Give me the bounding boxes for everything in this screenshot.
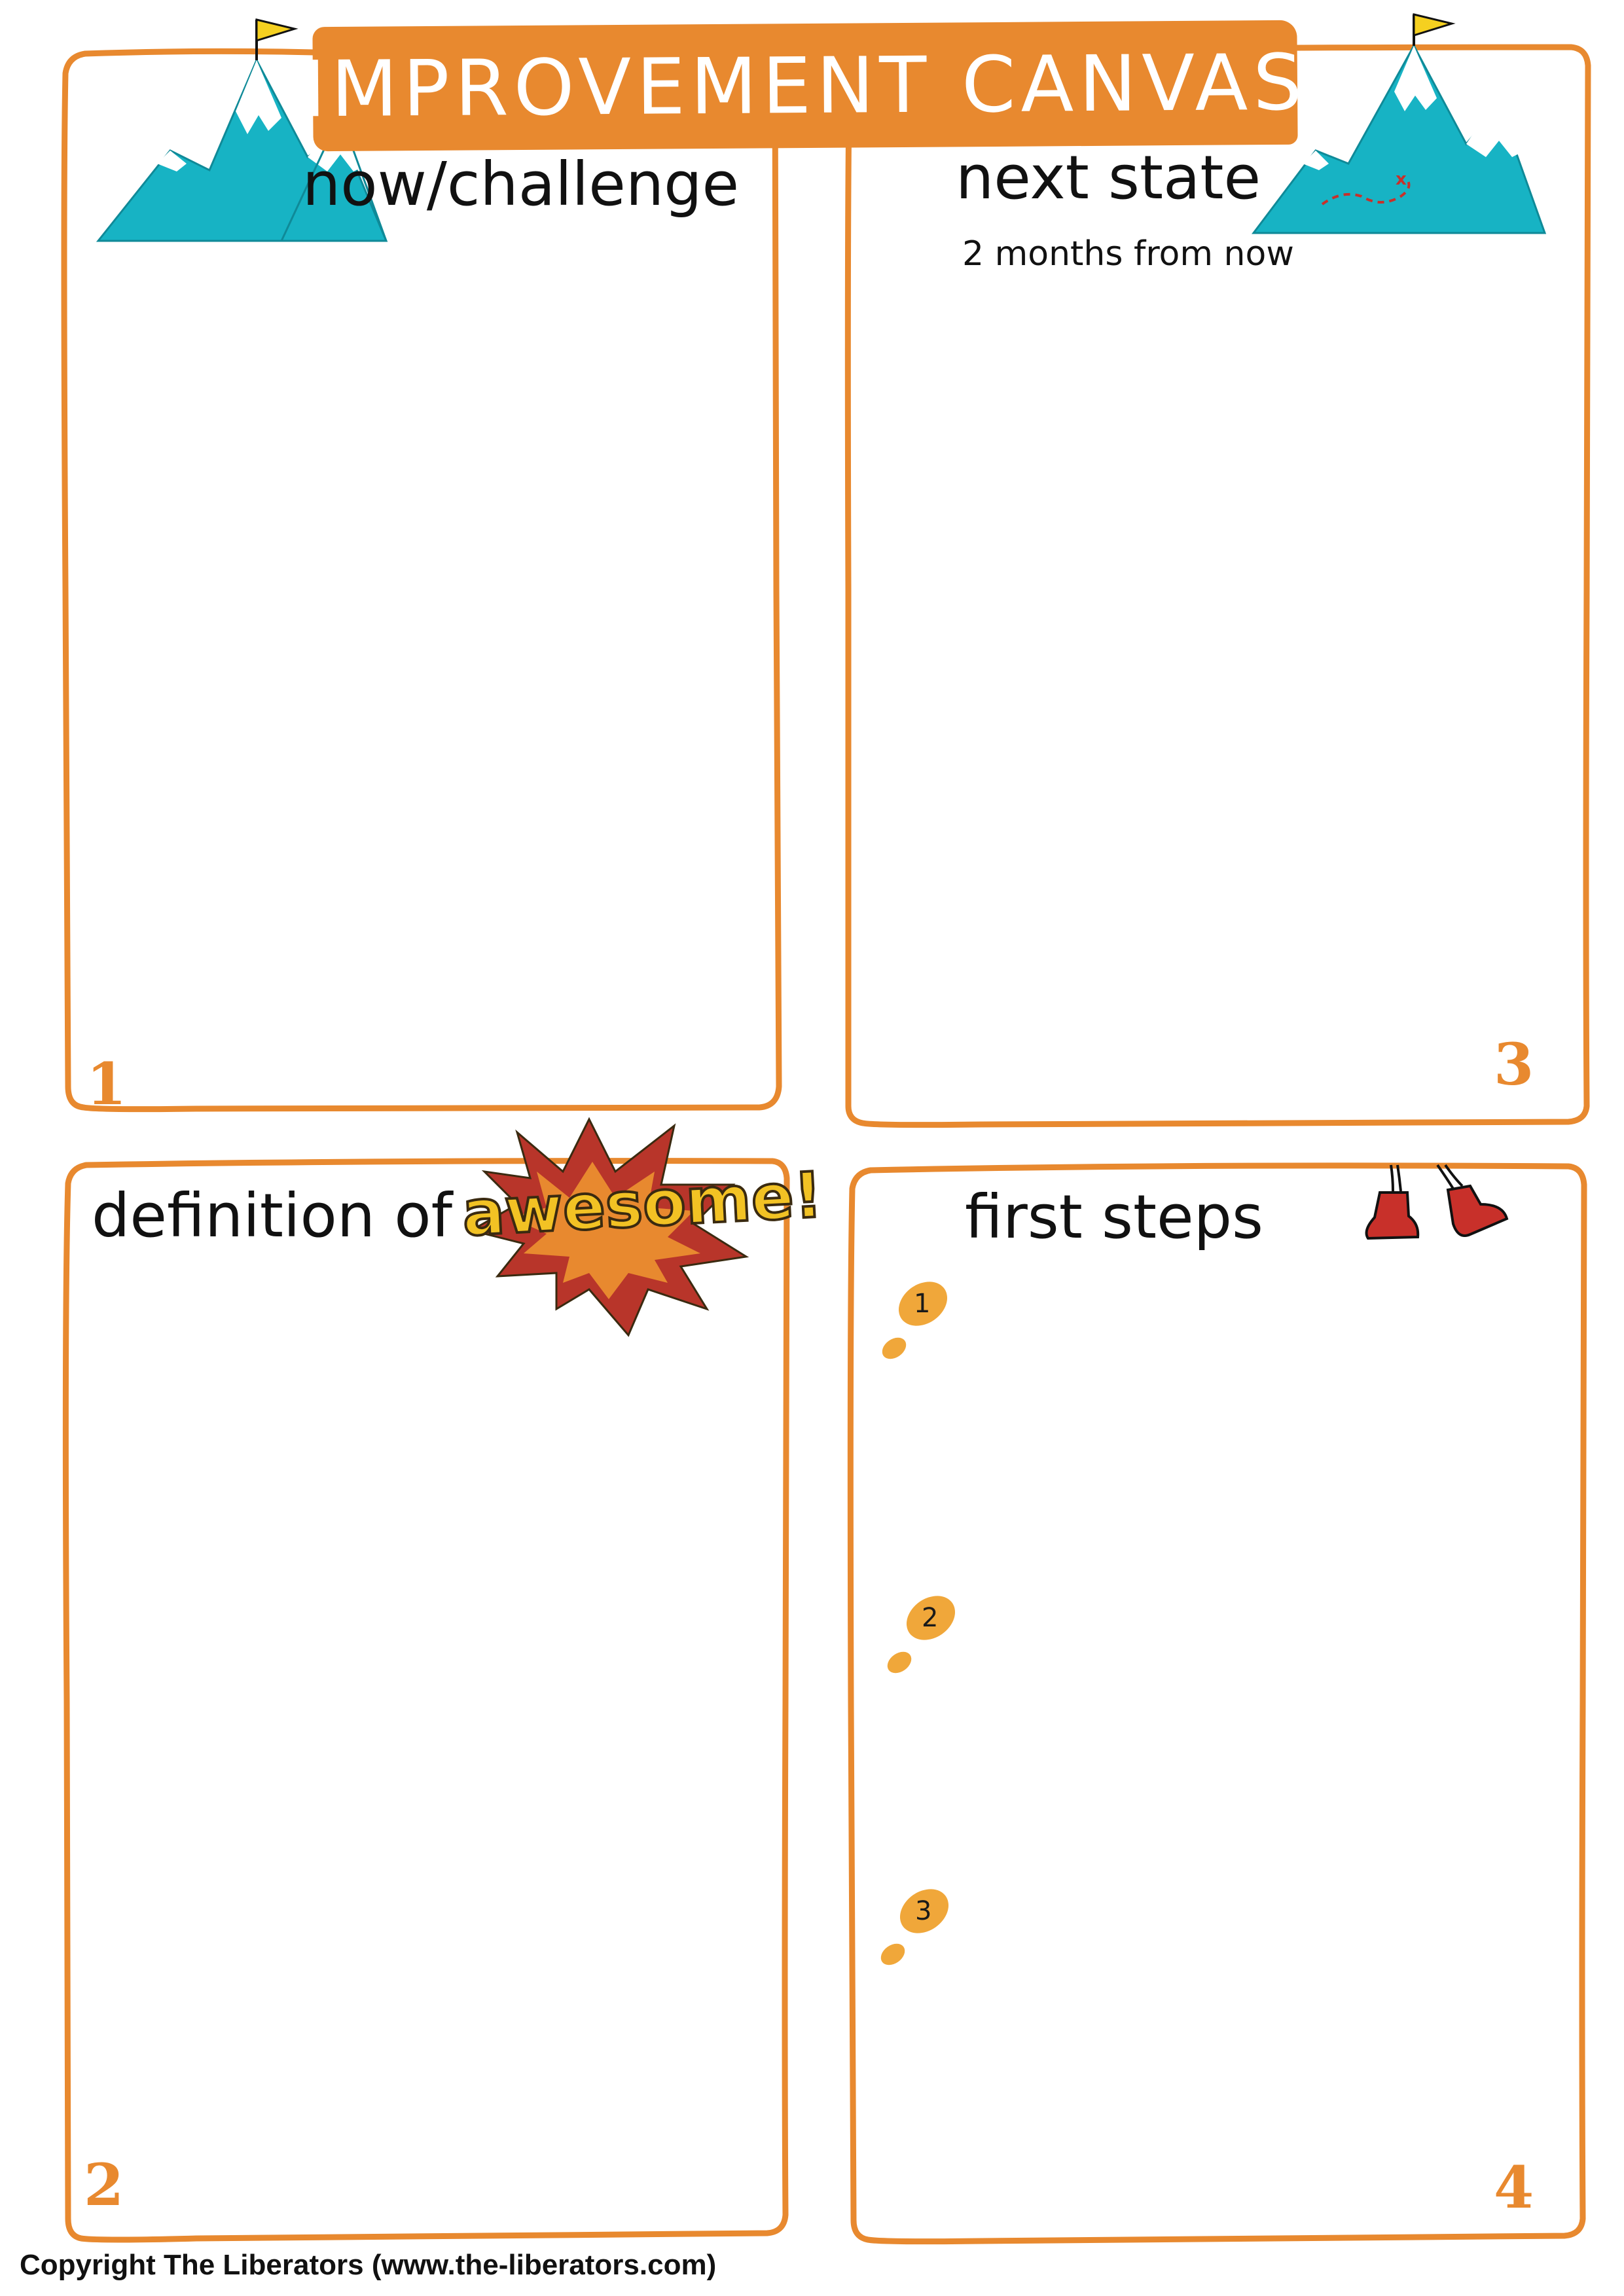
quadrant-3-heading: next state — [956, 143, 1261, 213]
footprint-icon — [882, 1282, 948, 1359]
copyright-text: Copyright The Liberators (www.the-libera… — [20, 2249, 717, 2281]
step-3-number: 3 — [915, 1896, 932, 1926]
quadrant-2-heading: definition of — [92, 1181, 452, 1251]
quadrant-3-number: 3 — [1494, 1030, 1534, 1098]
canvas-title: IMPROVEMENT CANVAS — [302, 20, 1308, 152]
quadrant-2-number: 2 — [84, 2151, 124, 2219]
quadrant-4-frame — [847, 1162, 1587, 2245]
walking-boots-icon — [1365, 1164, 1509, 1240]
quadrant-1-heading: now/challenge — [302, 149, 740, 219]
quadrant-2-frame — [62, 1158, 790, 2243]
burst-icon — [469, 1117, 749, 1337]
quadrant-3-subheading: 2 months from now — [962, 234, 1294, 274]
quadrant-1-number: 1 — [86, 1050, 127, 1118]
step-2-number: 2 — [922, 1603, 939, 1633]
quadrant-4-heading: first steps — [965, 1182, 1263, 1252]
awesome-word: awesome! — [459, 1157, 825, 1252]
svg-text:x: x — [1396, 170, 1407, 189]
mountain-map-icon: x — [1251, 13, 1547, 234]
quadrant-4-number: 4 — [1494, 2153, 1534, 2221]
quadrant-3-frame — [844, 44, 1591, 1128]
step-1-number: 1 — [914, 1289, 931, 1319]
footprint-icon — [887, 1596, 956, 1674]
footprint-icon — [880, 1889, 949, 1965]
